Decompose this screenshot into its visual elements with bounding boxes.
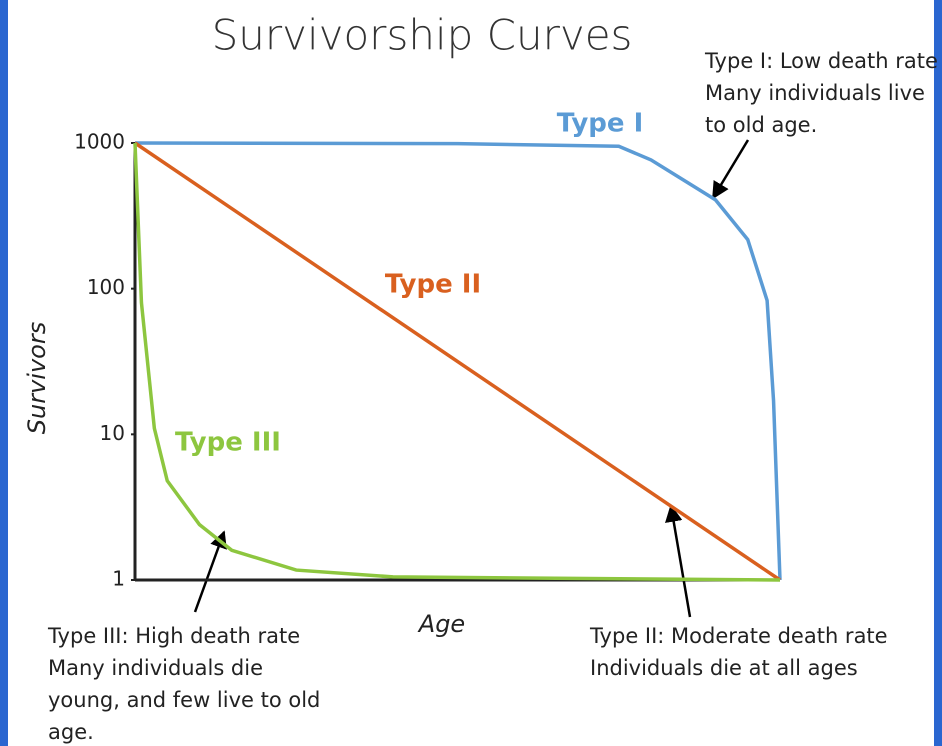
- series-label: Type III: [175, 428, 281, 458]
- annotation: Individuals die at all ages: [590, 656, 858, 680]
- annotation: Type II: Moderate death rate: [589, 624, 888, 648]
- chart-title: Survivorship Curves: [212, 11, 633, 60]
- y-axis-label: Survivors: [23, 322, 51, 434]
- annotation: Type III: High death rate: [47, 624, 300, 648]
- line: [134, 141, 782, 581]
- y-tick-label: 1000: [74, 130, 125, 154]
- arrow: [193, 530, 227, 613]
- annotation: age.: [48, 720, 94, 744]
- background: [8, 0, 934, 746]
- y-tick-label: 100: [87, 275, 125, 299]
- x-axis-label: Age: [417, 610, 465, 638]
- series-label: Type II: [385, 270, 481, 300]
- line: [134, 141, 781, 582]
- annotation: to old age.: [705, 113, 817, 137]
- y-tick-label: 1: [112, 567, 125, 591]
- annotation: Many individuals die: [48, 656, 263, 680]
- arrow: [665, 504, 692, 618]
- y-tick-label: 10: [100, 421, 125, 445]
- annotation: young, and few live to old: [48, 688, 320, 712]
- series-label: Type I: [557, 109, 644, 139]
- annotation: Many individuals live: [705, 81, 925, 105]
- annotation: Type I: Low death rate: [704, 49, 938, 73]
- arrow: [711, 139, 750, 200]
- line: [133, 142, 781, 582]
